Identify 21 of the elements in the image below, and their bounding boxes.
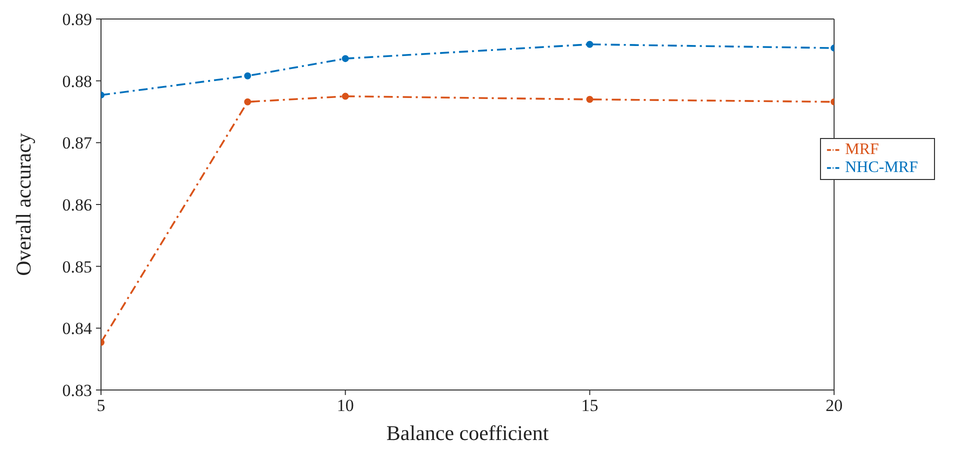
y-tick-label: 0.87 [62,134,92,153]
x-tick-label: 15 [581,396,598,416]
point [342,55,349,62]
y-tick-label: 0.86 [62,196,92,215]
x-tick-label: 10 [336,396,354,416]
x-tick-label: 20 [826,396,843,416]
legend-label: MRF [845,141,879,158]
point [342,92,349,100]
x-axis-title: Balance coefficient [386,421,549,445]
point [586,96,594,103]
y-tick-label: 0.85 [62,257,92,276]
legend-label: NHC-MRF [845,159,918,176]
y-tick-label: 0.88 [62,72,92,91]
y-axis-title: Overall accuracy [11,132,36,276]
point [586,40,594,48]
y-tick-label: 0.84 [62,319,92,338]
y-tick-label: 0.89 [62,10,92,30]
y-tick-label: 0.83 [62,381,92,400]
point [244,98,252,106]
x-tick-label: 5 [96,396,106,416]
point [244,72,252,80]
